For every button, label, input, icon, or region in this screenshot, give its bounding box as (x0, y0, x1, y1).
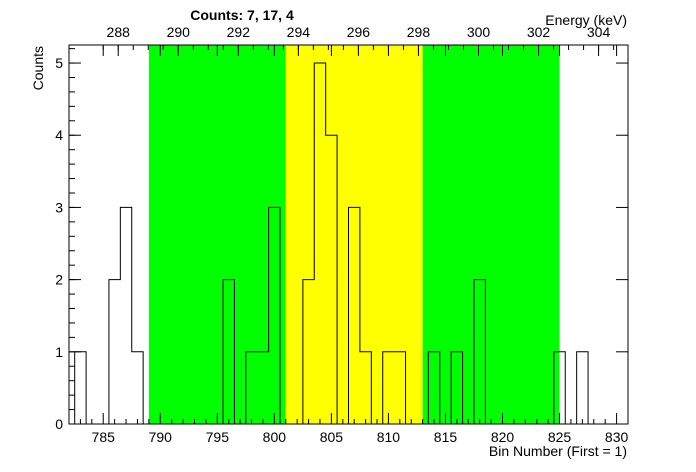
top-tick-label: 298 (407, 24, 431, 40)
histogram-bin (75, 352, 86, 424)
plot-frame (68, 44, 629, 425)
histogram-bin (120, 207, 131, 424)
y-tick-label: 4 (55, 127, 63, 143)
y-tick-label: 3 (55, 199, 63, 215)
y-axis-label: Counts (30, 46, 46, 90)
y-tick-label: 5 (55, 55, 63, 71)
bottom-tick-label: 810 (377, 429, 401, 445)
band-background-right (422, 45, 560, 424)
bottom-tick-label: 830 (605, 429, 629, 445)
top-tick-label: 304 (587, 24, 611, 40)
ticks-layer: 785 790 795 800 805 810 815 820 825 830 288 290 292 2… (55, 24, 629, 445)
band-background-left (148, 45, 286, 424)
bottom-tick-label: 820 (491, 429, 515, 445)
histogram-bin (132, 352, 143, 424)
top-tick-label: 290 (167, 24, 191, 40)
bands-layer (148, 45, 560, 424)
histogram-bin (577, 352, 588, 424)
top-tick-label: 300 (467, 24, 491, 40)
histogram-bin (109, 280, 120, 424)
bottom-tick-label: 790 (149, 429, 173, 445)
y-tick-label: 0 (55, 416, 63, 432)
bottom-tick-label: 815 (434, 429, 458, 445)
bottom-tick-label: 795 (206, 429, 230, 445)
band-peak (285, 45, 423, 424)
bottom-tick-label: 800 (263, 429, 287, 445)
bottom-tick-label: 825 (548, 429, 572, 445)
y-tick-label: 2 (55, 272, 63, 288)
y-tick-label: 1 (55, 344, 63, 360)
top-axis-label: Energy (keV) (545, 12, 627, 28)
bottom-axis-label: Bin Number (First = 1) (489, 443, 627, 459)
chart-title: Counts: 7, 17, 4 (190, 7, 294, 23)
top-tick-label: 292 (227, 24, 251, 40)
top-tick-label: 302 (527, 24, 551, 40)
top-tick-label: 294 (287, 24, 311, 40)
bottom-tick-label: 785 (92, 429, 116, 445)
top-tick-label: 288 (107, 24, 131, 40)
bottom-tick-label: 805 (320, 429, 344, 445)
top-tick-label: 296 (347, 24, 371, 40)
